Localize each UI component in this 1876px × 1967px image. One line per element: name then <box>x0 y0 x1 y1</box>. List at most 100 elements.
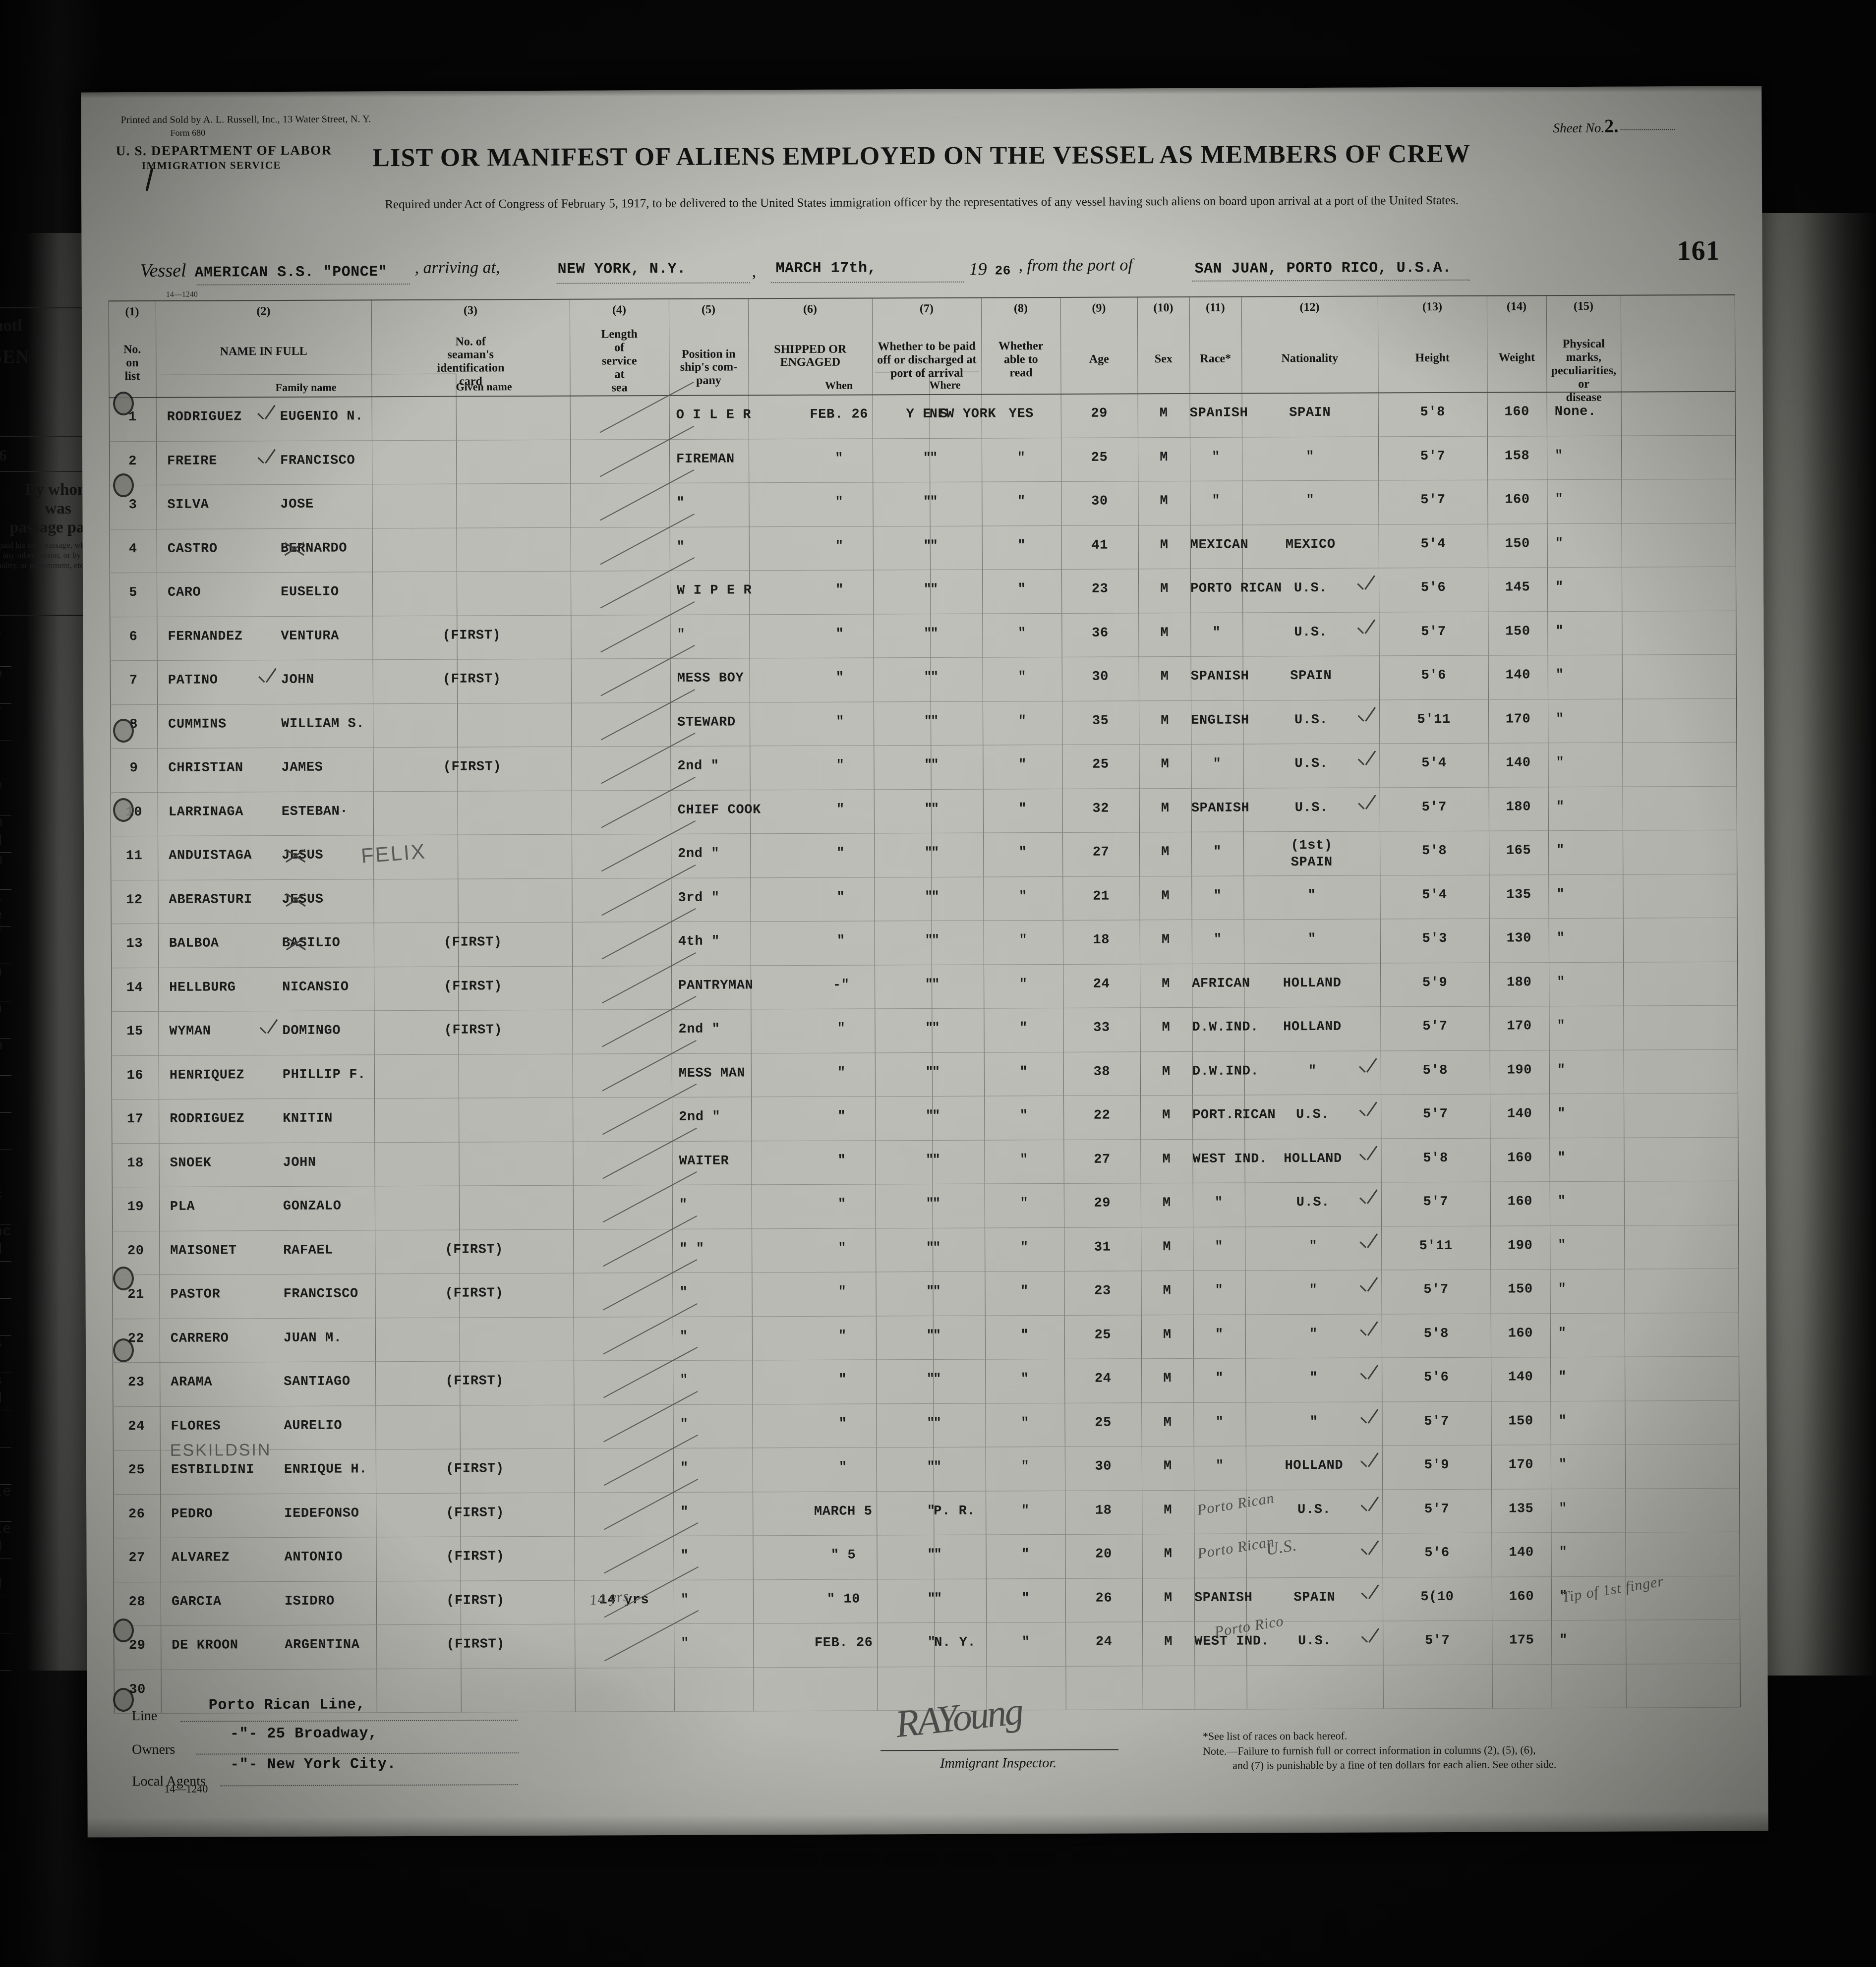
underpage-name: Husband <box>0 1577 11 1596</box>
pencil-diagonal-stroke <box>601 864 696 916</box>
cell-age: 30 <box>1092 669 1109 685</box>
cell-family: FERNANDEZ <box>168 629 243 644</box>
cell-paid-off: " <box>925 1065 934 1080</box>
cell-position: " <box>680 1417 689 1432</box>
cell-marks: " <box>1556 931 1565 946</box>
pencil-diagonal-stroke <box>602 1040 697 1091</box>
pencil-diagonal-stroke <box>601 908 696 960</box>
cell-read: " <box>1017 494 1026 510</box>
cell-height: 5'8 <box>1423 1151 1448 1166</box>
cell-position: MESS BOY <box>677 671 744 686</box>
pencil-note-felix: FELIX <box>360 839 427 868</box>
column-subheader: Where <box>929 378 961 391</box>
cell-no: 28 <box>128 1594 146 1610</box>
cell-weight: 140 <box>1509 1545 1534 1561</box>
cell-position: CHIEF COOK <box>677 802 761 818</box>
cell-no: 23 <box>127 1375 145 1390</box>
cell-age: 29 <box>1091 406 1108 421</box>
underpage-name: Husband <box>0 1243 11 1261</box>
cell-read: " <box>1019 977 1028 992</box>
cell-race: " <box>1215 1371 1224 1386</box>
cell-age: 27 <box>1094 1152 1111 1167</box>
cell-race: SPAnISH <box>1189 405 1248 421</box>
cell-read: " <box>1021 1415 1030 1431</box>
cell-sex: M <box>1161 845 1170 860</box>
cell-race: " <box>1212 493 1221 509</box>
cell-card: (FIRST) <box>442 672 501 687</box>
cell-card: (FIRST) <box>446 1593 505 1609</box>
underpage-name: usband <box>0 1131 11 1150</box>
cell-card: (FIRST) <box>446 1549 505 1564</box>
cell-given: FRANCISCO <box>283 1286 358 1302</box>
cell-paid-off: " <box>927 1635 936 1650</box>
cell-race: " <box>1213 844 1222 860</box>
cell-race: " <box>1213 756 1222 772</box>
underpage-name: other <box>0 1299 11 1317</box>
owners-value: -"- 25 Broadway, <box>230 1725 378 1743</box>
cell-given: AURELIO <box>284 1418 343 1434</box>
cell-paid-off: " <box>923 626 932 641</box>
cell-marks: " <box>1558 1326 1567 1341</box>
pencil-check-mark <box>1358 1453 1378 1473</box>
cell-read: " <box>1018 845 1027 861</box>
cell-weight: 165 <box>1506 843 1531 859</box>
pencil-diagonal-stroke <box>603 1303 698 1354</box>
cell-weight: 180 <box>1506 799 1531 814</box>
cell-sex: M <box>1163 1371 1172 1387</box>
cell-weight: 190 <box>1507 1238 1533 1253</box>
underpage-name: Self <box>0 797 11 815</box>
cell-marks: " <box>1559 1545 1568 1561</box>
note-failure-1: Note.—Failure to furnish full or correct… <box>1203 1743 1536 1757</box>
pencil-diagonal-stroke <box>601 820 696 872</box>
cell-height: 5'6 <box>1421 668 1447 684</box>
column-number: (6) <box>803 302 817 316</box>
cell-family: SNOEK <box>170 1156 212 1171</box>
crew-table: (1) No. on list (2) NAME IN FULL Family name Gi… <box>108 294 1741 1729</box>
cell-race: " <box>1215 1239 1224 1255</box>
cell-card: (FIRST) <box>443 935 502 950</box>
cell-given: NICANSIO <box>282 979 349 995</box>
inspector-caption: Immigrant Inspector. <box>940 1755 1057 1771</box>
cell-no: 13 <box>126 936 143 952</box>
cell-height: 5(10 <box>1420 1589 1454 1605</box>
cell-family: HELLBURG <box>169 980 236 995</box>
cell-family: CHRISTIAN <box>168 760 243 776</box>
cell-read: " <box>1018 713 1027 729</box>
pencil-check-mark <box>1357 1234 1377 1254</box>
cell-read: " <box>1021 1547 1030 1562</box>
cell-sex: M <box>1161 757 1170 772</box>
cell-sex: M <box>1162 1064 1171 1079</box>
pencil-check-mark <box>1355 620 1375 639</box>
cell-position: 2nd " <box>679 1109 721 1125</box>
cell-sex: M <box>1162 1196 1171 1211</box>
column-header: Nationality <box>1281 351 1339 365</box>
underpage-name: Husband <box>0 1540 11 1559</box>
cell-race: SPANISH <box>1194 1590 1253 1606</box>
cell-race: " <box>1215 1327 1224 1342</box>
column-subheader: When <box>824 379 853 392</box>
cell-nationality: SPAIN <box>1290 668 1332 684</box>
cell-given: ESTEBAN· <box>281 804 349 819</box>
underpage-name: Father <box>0 871 11 889</box>
cell-weight: 175 <box>1509 1633 1534 1648</box>
cell-marks: " <box>1555 580 1564 595</box>
cell-height: 5'4 <box>1422 887 1447 903</box>
footer-form-code: 14—1240 <box>164 1782 208 1795</box>
cell-height: 5'8 <box>1420 405 1446 420</box>
cell-family: FLORES <box>171 1418 221 1434</box>
cell-sex: M <box>1164 1547 1172 1562</box>
cell-paid-off: " <box>923 582 932 598</box>
cell-height: 5'7 <box>1424 1633 1450 1649</box>
note-races: *See list of races on back hereof. <box>1202 1729 1348 1742</box>
underpage-name: s.Chapm <box>0 1039 11 1057</box>
cell-marks: " <box>1557 1150 1566 1165</box>
cell-race: PORTO RICAN <box>1190 581 1283 596</box>
cell-height: 5'9 <box>1422 975 1448 990</box>
pencil-diagonal-stroke <box>600 557 695 609</box>
underpage-name: riscoe <box>0 1150 11 1168</box>
column-header: Age <box>1089 352 1109 366</box>
underpage-name: Self <box>0 648 11 666</box>
pencil-diagonal-stroke <box>601 732 696 784</box>
cell-no: 19 <box>127 1200 144 1215</box>
table-row-rule <box>109 435 1735 442</box>
